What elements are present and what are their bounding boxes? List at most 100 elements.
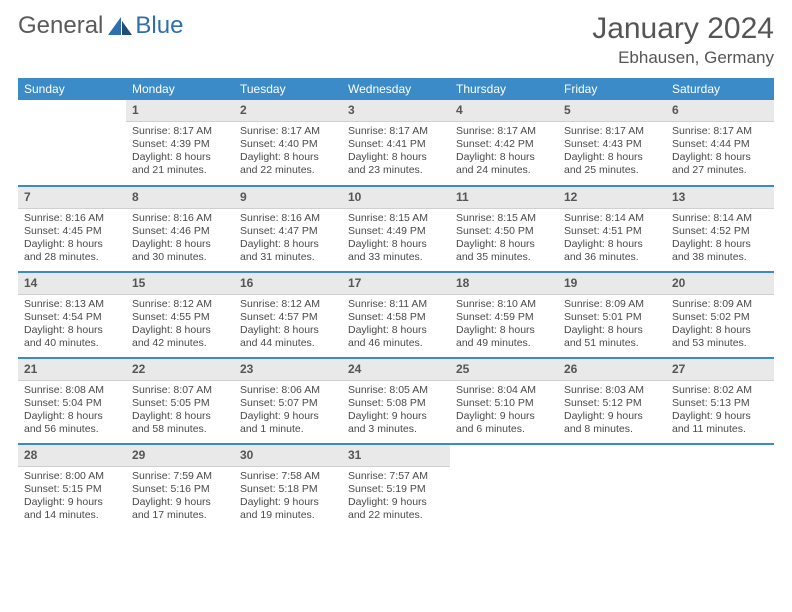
weekday-header-row: Sunday Monday Tuesday Wednesday Thursday… — [18, 78, 774, 100]
day-number: 10 — [342, 187, 450, 209]
daylight-line1: Daylight: 8 hours — [564, 324, 660, 337]
daylight-line1: Daylight: 9 hours — [672, 410, 768, 423]
calendar-day-cell: 21Sunrise: 8:08 AMSunset: 5:04 PMDayligh… — [18, 358, 126, 444]
day-number: 26 — [558, 359, 666, 381]
sunset-text: Sunset: 5:18 PM — [240, 483, 336, 496]
daylight-line2: and 30 minutes. — [132, 251, 228, 264]
sunset-text: Sunset: 5:16 PM — [132, 483, 228, 496]
weekday-header: Saturday — [666, 78, 774, 100]
sunset-text: Sunset: 5:07 PM — [240, 397, 336, 410]
calendar-day-cell — [18, 100, 126, 186]
calendar-week-row: 1Sunrise: 8:17 AMSunset: 4:39 PMDaylight… — [18, 100, 774, 186]
day-number: 21 — [18, 359, 126, 381]
weekday-header: Wednesday — [342, 78, 450, 100]
sunset-text: Sunset: 4:40 PM — [240, 138, 336, 151]
day-details: Sunrise: 8:11 AMSunset: 4:58 PMDaylight:… — [342, 295, 450, 354]
sunrise-text: Sunrise: 8:17 AM — [348, 125, 444, 138]
sunset-text: Sunset: 5:12 PM — [564, 397, 660, 410]
day-details: Sunrise: 8:10 AMSunset: 4:59 PMDaylight:… — [450, 295, 558, 354]
daylight-line1: Daylight: 9 hours — [132, 496, 228, 509]
daylight-line1: Daylight: 8 hours — [456, 324, 552, 337]
day-details: Sunrise: 8:03 AMSunset: 5:12 PMDaylight:… — [558, 381, 666, 440]
calendar-day-cell: 29Sunrise: 7:59 AMSunset: 5:16 PMDayligh… — [126, 444, 234, 530]
day-details: Sunrise: 8:16 AMSunset: 4:46 PMDaylight:… — [126, 209, 234, 268]
day-details: Sunrise: 8:17 AMSunset: 4:44 PMDaylight:… — [666, 122, 774, 181]
daylight-line2: and 46 minutes. — [348, 337, 444, 350]
brand-part2: Blue — [135, 12, 183, 40]
daylight-line2: and 21 minutes. — [132, 164, 228, 177]
day-number: 3 — [342, 100, 450, 122]
day-details: Sunrise: 8:08 AMSunset: 5:04 PMDaylight:… — [18, 381, 126, 440]
sunset-text: Sunset: 4:49 PM — [348, 225, 444, 238]
weekday-header: Thursday — [450, 78, 558, 100]
sunrise-text: Sunrise: 8:16 AM — [24, 212, 120, 225]
day-number: 25 — [450, 359, 558, 381]
calendar-day-cell: 17Sunrise: 8:11 AMSunset: 4:58 PMDayligh… — [342, 272, 450, 358]
day-details: Sunrise: 8:17 AMSunset: 4:41 PMDaylight:… — [342, 122, 450, 181]
daylight-line1: Daylight: 8 hours — [672, 238, 768, 251]
day-number: 19 — [558, 273, 666, 295]
sunset-text: Sunset: 4:45 PM — [24, 225, 120, 238]
sunrise-text: Sunrise: 8:09 AM — [672, 298, 768, 311]
sunset-text: Sunset: 4:46 PM — [132, 225, 228, 238]
calendar-day-cell: 13Sunrise: 8:14 AMSunset: 4:52 PMDayligh… — [666, 186, 774, 272]
day-details: Sunrise: 7:59 AMSunset: 5:16 PMDaylight:… — [126, 467, 234, 526]
sunset-text: Sunset: 4:50 PM — [456, 225, 552, 238]
day-details: Sunrise: 8:02 AMSunset: 5:13 PMDaylight:… — [666, 381, 774, 440]
sunrise-text: Sunrise: 8:12 AM — [240, 298, 336, 311]
day-details: Sunrise: 7:58 AMSunset: 5:18 PMDaylight:… — [234, 467, 342, 526]
daylight-line1: Daylight: 8 hours — [348, 324, 444, 337]
day-details: Sunrise: 8:05 AMSunset: 5:08 PMDaylight:… — [342, 381, 450, 440]
daylight-line1: Daylight: 9 hours — [24, 496, 120, 509]
calendar-day-cell: 26Sunrise: 8:03 AMSunset: 5:12 PMDayligh… — [558, 358, 666, 444]
daylight-line1: Daylight: 9 hours — [348, 496, 444, 509]
sunset-text: Sunset: 4:52 PM — [672, 225, 768, 238]
daylight-line2: and 58 minutes. — [132, 423, 228, 436]
day-number: 11 — [450, 187, 558, 209]
daylight-line1: Daylight: 8 hours — [240, 238, 336, 251]
calendar-day-cell: 27Sunrise: 8:02 AMSunset: 5:13 PMDayligh… — [666, 358, 774, 444]
day-number: 14 — [18, 273, 126, 295]
calendar-day-cell: 20Sunrise: 8:09 AMSunset: 5:02 PMDayligh… — [666, 272, 774, 358]
day-number: 15 — [126, 273, 234, 295]
daylight-line1: Daylight: 9 hours — [564, 410, 660, 423]
daylight-line2: and 1 minute. — [240, 423, 336, 436]
sunrise-text: Sunrise: 8:17 AM — [672, 125, 768, 138]
sunset-text: Sunset: 4:54 PM — [24, 311, 120, 324]
sunrise-text: Sunrise: 8:04 AM — [456, 384, 552, 397]
calendar-day-cell: 10Sunrise: 8:15 AMSunset: 4:49 PMDayligh… — [342, 186, 450, 272]
sunset-text: Sunset: 4:42 PM — [456, 138, 552, 151]
sunset-text: Sunset: 5:08 PM — [348, 397, 444, 410]
day-number: 22 — [126, 359, 234, 381]
day-details: Sunrise: 8:04 AMSunset: 5:10 PMDaylight:… — [450, 381, 558, 440]
day-details: Sunrise: 8:16 AMSunset: 4:45 PMDaylight:… — [18, 209, 126, 268]
calendar-day-cell: 2Sunrise: 8:17 AMSunset: 4:40 PMDaylight… — [234, 100, 342, 186]
sunset-text: Sunset: 4:39 PM — [132, 138, 228, 151]
sunset-text: Sunset: 4:51 PM — [564, 225, 660, 238]
month-title: January 2024 — [592, 12, 774, 46]
daylight-line1: Daylight: 8 hours — [348, 238, 444, 251]
sunset-text: Sunset: 5:15 PM — [24, 483, 120, 496]
daylight-line1: Daylight: 8 hours — [24, 238, 120, 251]
daylight-line2: and 19 minutes. — [240, 509, 336, 522]
daylight-line2: and 53 minutes. — [672, 337, 768, 350]
daylight-line1: Daylight: 8 hours — [240, 151, 336, 164]
day-details: Sunrise: 8:12 AMSunset: 4:55 PMDaylight:… — [126, 295, 234, 354]
sunrise-text: Sunrise: 7:57 AM — [348, 470, 444, 483]
calendar-day-cell: 8Sunrise: 8:16 AMSunset: 4:46 PMDaylight… — [126, 186, 234, 272]
daylight-line2: and 36 minutes. — [564, 251, 660, 264]
day-number: 16 — [234, 273, 342, 295]
day-number: 7 — [18, 187, 126, 209]
daylight-line1: Daylight: 8 hours — [672, 324, 768, 337]
sunrise-text: Sunrise: 8:13 AM — [24, 298, 120, 311]
brand-part1: General — [18, 12, 103, 40]
sunrise-text: Sunrise: 8:07 AM — [132, 384, 228, 397]
daylight-line2: and 28 minutes. — [24, 251, 120, 264]
day-details: Sunrise: 8:17 AMSunset: 4:40 PMDaylight:… — [234, 122, 342, 181]
calendar-day-cell: 15Sunrise: 8:12 AMSunset: 4:55 PMDayligh… — [126, 272, 234, 358]
calendar-day-cell: 23Sunrise: 8:06 AMSunset: 5:07 PMDayligh… — [234, 358, 342, 444]
sunset-text: Sunset: 5:04 PM — [24, 397, 120, 410]
daylight-line1: Daylight: 8 hours — [132, 410, 228, 423]
daylight-line2: and 3 minutes. — [348, 423, 444, 436]
daylight-line2: and 8 minutes. — [564, 423, 660, 436]
